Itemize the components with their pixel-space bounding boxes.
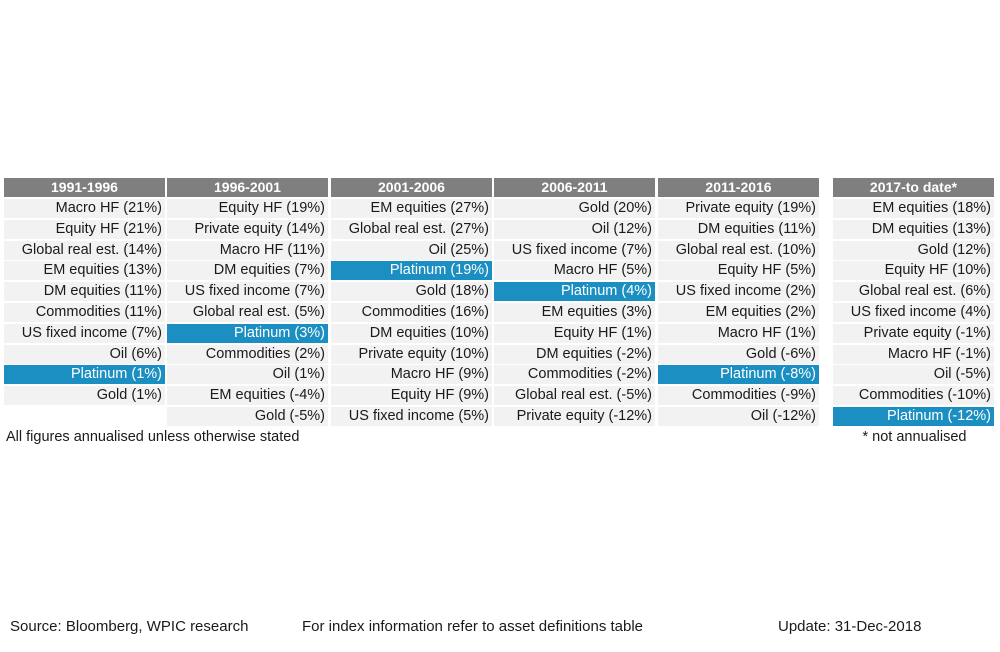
ranking-cell: Gold (1%) [4,386,165,406]
period-header: 1996-2001 [167,178,328,197]
ranking-cell: Global real est. (14%) [4,240,165,260]
source-text: Source: Bloomberg, WPIC research [10,618,249,635]
ranking-cell: Platinum (19%) [331,261,492,281]
ranking-cell: Gold (18%) [331,282,492,302]
ranking-cell: US fixed income (5%) [331,407,492,426]
ranking-cell: Commodities (-10%) [833,386,994,406]
ranking-cell: US fixed income (2%) [658,282,819,302]
ranking-cell: Oil (6%) [4,344,165,364]
ranking-cell: Private equity (19%) [658,199,819,218]
ranking-cell: Platinum (3%) [167,323,328,343]
period-header: 2006-2011 [494,178,655,197]
ranking-cell: US fixed income (4%) [833,303,994,322]
ranking-cell: Oil (-5%) [833,365,994,385]
ranking-cell: Equity HF (5%) [658,261,819,281]
ranking-cell: Macro HF (1%) [658,323,819,343]
ranking-cell: EM equities (27%) [331,199,492,218]
period-header: 2011-2016 [658,178,819,197]
ranking-cell: Private equity (-1%) [833,323,994,343]
ranking-cell: DM equities (13%) [833,219,994,239]
ranking-cell: Oil (12%) [494,219,655,239]
period-header: 1991-1996 [4,178,165,197]
ranking-cell: EM equities (3%) [494,303,655,322]
ranking-cell: Oil (-12%) [658,407,819,426]
ranking-cell: Macro HF (11%) [167,240,328,260]
update-text: Update: 31-Dec-2018 [778,618,922,635]
ranking-cell: Gold (12%) [833,240,994,260]
ranking-cell: DM equities (7%) [167,261,328,281]
ranking-cell: Macro HF (9%) [331,365,492,385]
ranking-cell: Private equity (-12%) [494,407,655,426]
ranking-cell: EM equities (-4%) [167,386,328,406]
index-info-text: For index information refer to asset def… [302,618,644,635]
ranking-cell: Global real est. (10%) [658,240,819,260]
ranking-cell: Global real est. (5%) [167,303,328,322]
ranking-cell: Oil (1%) [167,365,328,385]
ranking-cell: Gold (20%) [494,199,655,218]
ranking-cell: Equity HF (9%) [331,386,492,406]
ranking-cell: Platinum (1%) [4,365,165,385]
ranking-cell: Global real est. (27%) [331,219,492,239]
ranking-cell: Equity HF (19%) [167,199,328,218]
ranking-cell: Private equity (10%) [331,344,492,364]
ranking-cell: US fixed income (7%) [4,323,165,343]
ranking-cell: Equity HF (21%) [4,219,165,239]
ranking-cell: Equity HF (1%) [494,323,655,343]
ranking-cell: Commodities (2%) [167,344,328,364]
ranking-cell: Commodities (16%) [331,303,492,322]
ranking-cell: Commodities (11%) [4,303,165,322]
period-header: 2001-2006 [331,178,492,197]
ranking-cell: Global real est. (-5%) [494,386,655,406]
ranking-cell: Global real est. (6%) [833,282,994,302]
ranking-cell: DM equities (11%) [4,282,165,302]
ranking-cell: Macro HF (-1%) [833,344,994,364]
ranking-cell: DM equities (10%) [331,323,492,343]
not-annualised-note: * not annualised [862,429,967,445]
period-header: 2017-to date* [833,178,994,197]
ranking-cell: EM equities (2%) [658,303,819,322]
ranking-cell: EM equities (18%) [833,199,994,218]
ranking-cell: US fixed income (7%) [167,282,328,302]
ranking-cell: Platinum (4%) [494,282,655,302]
ranking-cell: Macro HF (5%) [494,261,655,281]
ranking-cell: Gold (-6%) [658,344,819,364]
ranking-cell: US fixed income (7%) [494,240,655,260]
ranking-cell: Oil (25%) [331,240,492,260]
ranking-cell: Platinum (-8%) [658,365,819,385]
ranking-cell: DM equities (-2%) [494,344,655,364]
ranking-cell: Macro HF (21%) [4,199,165,218]
ranking-cell: DM equities (11%) [658,219,819,239]
ranking-cell: Commodities (-2%) [494,365,655,385]
ranking-cell: EM equities (13%) [4,261,165,281]
ranking-cell: Private equity (14%) [167,219,328,239]
ranking-cell: Gold (-5%) [167,407,328,426]
ranking-cell: Equity HF (10%) [833,261,994,281]
ranking-cell: Platinum (-12%) [833,407,994,426]
ranking-cell: Commodities (-9%) [658,386,819,406]
annualised-note: All figures annualised unless otherwise … [6,429,300,445]
